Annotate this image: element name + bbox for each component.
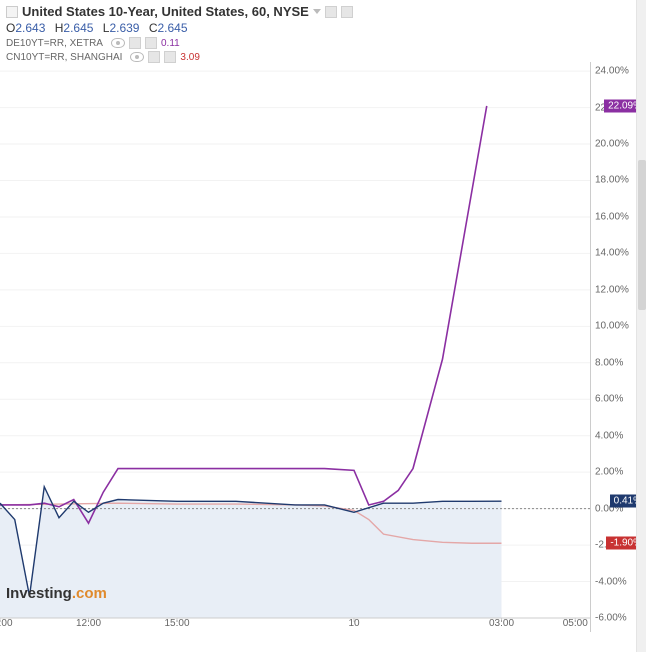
series-de-value: 0.11 xyxy=(161,38,180,49)
series-de-label: DE10YT=RR, XETRA xyxy=(6,38,103,49)
x-tick-label: 12:00 xyxy=(76,618,101,629)
y-tick-label: 14.00% xyxy=(595,248,629,259)
x-tick-label: 05:00 xyxy=(563,618,588,629)
y-tick-label: -6.00% xyxy=(595,613,627,624)
title-row: United States 10-Year, United States, 60… xyxy=(6,4,640,19)
chart-title: United States 10-Year, United States, 60… xyxy=(22,4,309,19)
ohlc-close: 2.645 xyxy=(158,21,188,35)
ohlc-low: 2.639 xyxy=(109,21,139,35)
series-row-de: DE10YT=RR, XETRA 0.11 xyxy=(6,37,640,49)
y-tick-label: 18.00% xyxy=(595,175,629,186)
series-cn-label: CN10YT=RR, SHANGHAI xyxy=(6,52,122,63)
x-tick-label: 03:00 xyxy=(489,618,514,629)
scrollbar-thumb[interactable] xyxy=(638,160,646,310)
y-tick-label: 10.00% xyxy=(595,321,629,332)
chart-header: United States 10-Year, United States, 60… xyxy=(0,0,646,65)
title-action-2[interactable] xyxy=(341,6,353,18)
series-de-action-1[interactable] xyxy=(129,37,141,49)
title-dropdown-icon[interactable] xyxy=(313,9,321,14)
x-axis: 09:00 12:00 15:00 10 03:00 05:00 xyxy=(0,618,590,634)
ohlc-high: 2.645 xyxy=(63,21,93,35)
y-tick-label: 4.00% xyxy=(595,430,623,441)
y-tick-label: 24.00% xyxy=(595,66,629,77)
chart-plot[interactable] xyxy=(0,62,590,632)
x-tick-label: 09:00 xyxy=(0,618,13,629)
ohlc-open: 2.643 xyxy=(15,21,45,35)
title-action-1[interactable] xyxy=(325,6,337,18)
ohlc-row: O2.643 H2.645 L2.639 C2.645 xyxy=(6,21,640,35)
series-de-action-2[interactable] xyxy=(145,37,157,49)
visibility-icon[interactable] xyxy=(130,52,144,62)
logo-prefix: Investing xyxy=(6,585,72,602)
y-tick-label: 12.00% xyxy=(595,284,629,295)
y-tick-label: 6.00% xyxy=(595,394,623,405)
x-tick-label: 10 xyxy=(348,618,359,629)
y-tick-label: 2.00% xyxy=(595,467,623,478)
x-tick-label: 15:00 xyxy=(164,618,189,629)
watermark-logo: Investing.com xyxy=(6,585,107,602)
y-tick-label: 8.00% xyxy=(595,357,623,368)
series-cn-value: 3.09 xyxy=(180,52,199,63)
collapse-icon[interactable] xyxy=(6,6,18,18)
y-tick-label: 20.00% xyxy=(595,139,629,150)
y-tick-label: 16.00% xyxy=(595,211,629,222)
visibility-icon[interactable] xyxy=(111,38,125,48)
vertical-scrollbar[interactable] xyxy=(636,0,646,652)
y-tick-label: -4.00% xyxy=(595,576,627,587)
logo-suffix: .com xyxy=(72,585,107,602)
chart-area: 24.00%22.00%20.00%18.00%16.00%14.00%12.0… xyxy=(0,62,646,632)
